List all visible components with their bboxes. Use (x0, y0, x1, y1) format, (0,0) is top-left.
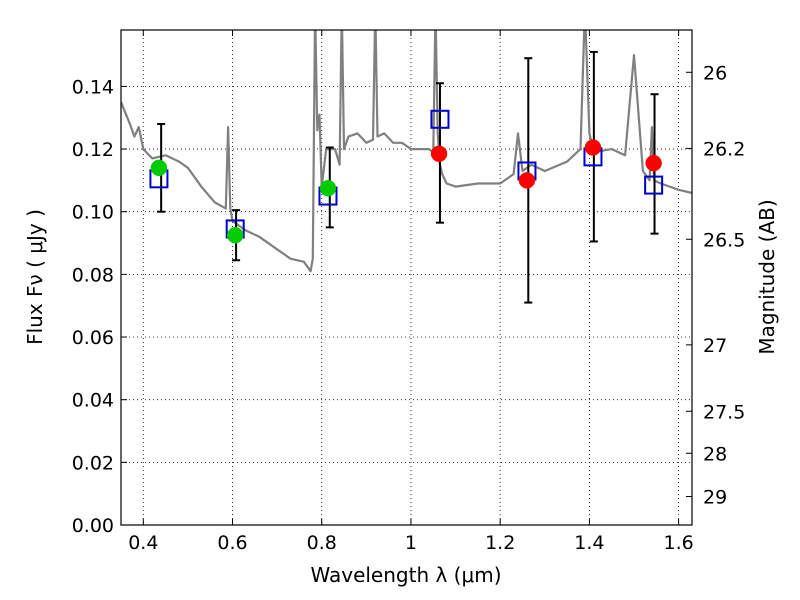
x-tick-label: 1.6 (664, 532, 694, 554)
right-tick-label: 26 (703, 62, 727, 84)
x-tick-label: 1 (405, 532, 417, 554)
x-axis-label: Wavelength λ (μm) (310, 563, 501, 587)
circle-marker (518, 172, 536, 189)
y-tick-label: 0.10 (72, 202, 114, 224)
data-markers (149, 50, 664, 304)
circle-marker (584, 139, 602, 156)
right-tick-label: 26.2 (703, 138, 745, 160)
y-tick-label: 0.06 (72, 327, 114, 349)
y-tick-label: 0.08 (72, 264, 114, 286)
circle-marker (150, 159, 168, 177)
grid-lines (121, 30, 692, 526)
model-spectrum (121, 30, 692, 273)
y-axis-label: Flux Fν ( μJy ) (23, 209, 47, 345)
y-tick-label: 0.00 (72, 515, 114, 537)
x-tick-label: 0.6 (217, 532, 247, 554)
y-tick-label: 0.12 (72, 139, 114, 161)
right-axis-label: Magnitude (AB) (755, 199, 779, 354)
circle-marker (319, 179, 337, 197)
x-tick-label: 1.2 (485, 532, 515, 554)
right-tick-label: 27 (703, 335, 727, 357)
y-tick-label: 0.02 (72, 452, 114, 474)
spectrum-line (121, 30, 692, 273)
y-tick-label: 0.04 (72, 390, 114, 412)
circle-marker (226, 226, 244, 244)
y-tick-label: 0.14 (72, 76, 114, 98)
x-tick-label: 1.4 (574, 532, 604, 554)
square-marker (430, 109, 450, 129)
plot-frame (120, 29, 693, 526)
right-tick-label: 29 (703, 486, 727, 508)
circle-marker (645, 154, 662, 172)
x-tick-label: 0.8 (307, 532, 337, 554)
circle-marker (430, 145, 448, 162)
axis-ticks: 0.4 0.6 0.8 1 1.2 1.4 1.6 0.00 0.02 0.04 0.06 0.08 0… (72, 30, 745, 554)
right-tick-label: 28 (703, 443, 727, 465)
right-tick-label: 27.5 (703, 401, 745, 423)
right-tick-label: 26.5 (703, 229, 745, 251)
x-tick-label: 0.4 (128, 532, 158, 554)
square-marker (644, 175, 664, 195)
